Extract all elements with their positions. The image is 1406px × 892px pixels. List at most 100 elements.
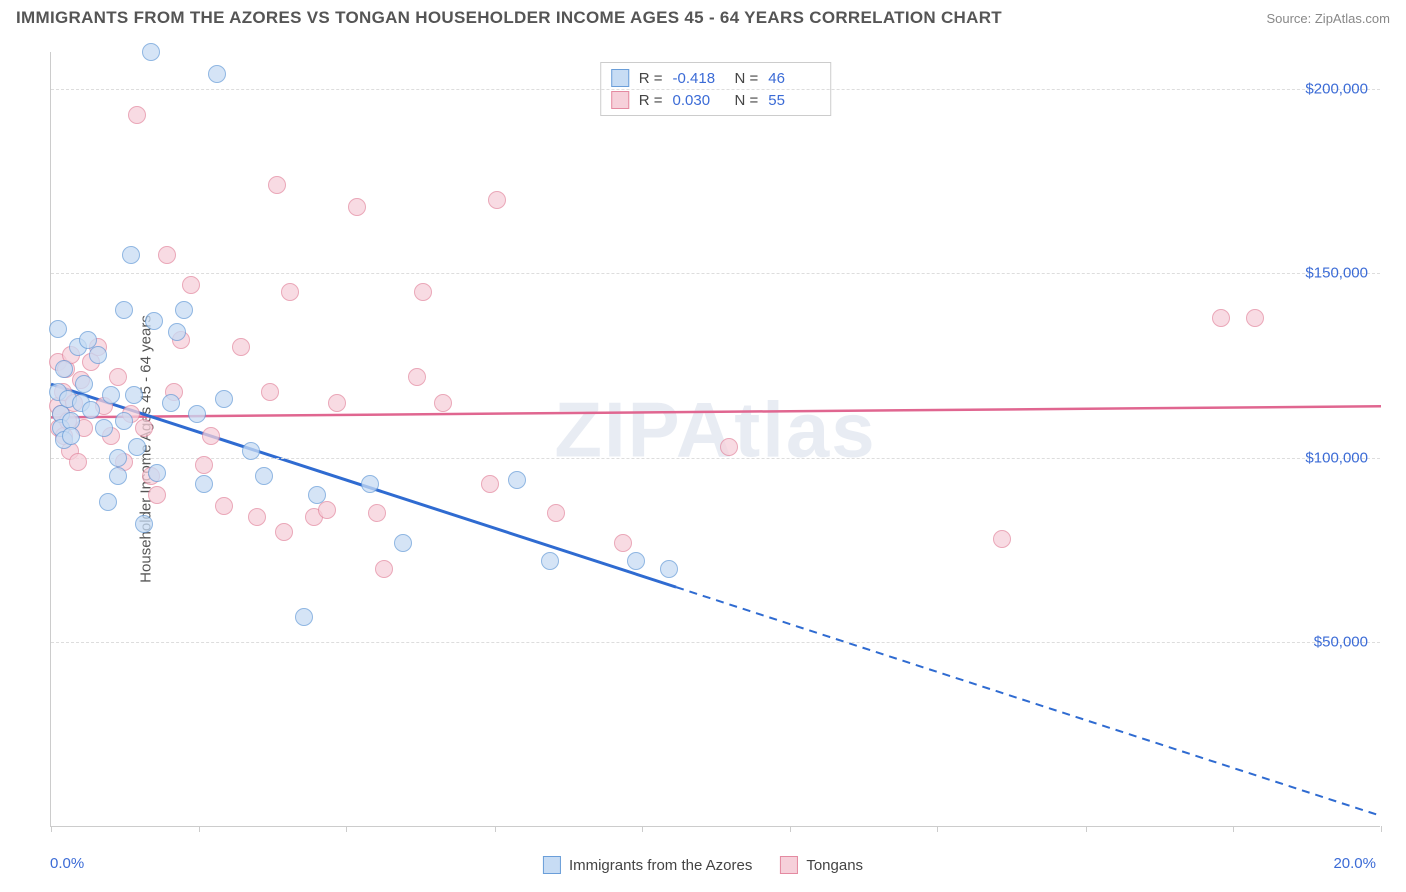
- scatter-point-tongans: [488, 191, 506, 209]
- x-tick: [346, 826, 347, 832]
- scatter-point-tongans: [248, 508, 266, 526]
- legend-label-azores: Immigrants from the Azores: [569, 857, 752, 874]
- scatter-point-tongans: [368, 504, 386, 522]
- scatter-point-tongans: [275, 523, 293, 541]
- y-tick-label: $150,000: [1305, 265, 1368, 282]
- chart-title: IMMIGRANTS FROM THE AZORES VS TONGAN HOU…: [16, 8, 1002, 28]
- plot-area: ZIPAtlas R = -0.418 N = 46 R = 0.030 N =…: [50, 52, 1380, 827]
- scatter-point-azores: [99, 493, 117, 511]
- r-label: R =: [639, 92, 663, 109]
- trend-lines-svg: [51, 52, 1380, 826]
- scatter-point-azores: [361, 475, 379, 493]
- scatter-point-tongans: [232, 338, 250, 356]
- x-tick: [199, 826, 200, 832]
- scatter-point-azores: [394, 534, 412, 552]
- y-tick-label: $50,000: [1314, 634, 1368, 651]
- scatter-point-azores: [168, 323, 186, 341]
- scatter-point-tongans: [215, 497, 233, 515]
- scatter-point-tongans: [614, 534, 632, 552]
- scatter-point-azores: [148, 464, 166, 482]
- scatter-point-azores: [55, 360, 73, 378]
- x-tick: [51, 826, 52, 832]
- x-tick: [495, 826, 496, 832]
- scatter-point-azores: [295, 608, 313, 626]
- scatter-point-tongans: [202, 427, 220, 445]
- scatter-point-tongans: [993, 530, 1011, 548]
- scatter-point-azores: [508, 471, 526, 489]
- series-legend: Immigrants from the Azores Tongans: [543, 856, 863, 874]
- scatter-point-azores: [128, 438, 146, 456]
- scatter-point-azores: [89, 346, 107, 364]
- scatter-point-azores: [82, 401, 100, 419]
- scatter-point-azores: [215, 390, 233, 408]
- scatter-point-azores: [145, 312, 163, 330]
- chart-header: IMMIGRANTS FROM THE AZORES VS TONGAN HOU…: [0, 0, 1406, 32]
- scatter-point-tongans: [720, 438, 738, 456]
- scatter-point-tongans: [375, 560, 393, 578]
- legend-label-tongans: Tongans: [806, 857, 863, 874]
- scatter-point-azores: [109, 467, 127, 485]
- scatter-point-tongans: [348, 198, 366, 216]
- r-value-tongans: 0.030: [673, 92, 725, 109]
- x-tick: [790, 826, 791, 832]
- n-label: N =: [735, 92, 759, 109]
- scatter-point-tongans: [261, 383, 279, 401]
- gridline: [51, 89, 1380, 90]
- x-tick: [1381, 826, 1382, 832]
- scatter-point-azores: [188, 405, 206, 423]
- scatter-point-tongans: [1246, 309, 1264, 327]
- correlation-row-azores: R = -0.418 N = 46: [611, 67, 821, 89]
- x-axis-max-label: 20.0%: [1333, 855, 1376, 872]
- scatter-point-tongans: [547, 504, 565, 522]
- scatter-point-azores: [175, 301, 193, 319]
- x-tick: [1086, 826, 1087, 832]
- scatter-point-tongans: [481, 475, 499, 493]
- scatter-point-azores: [75, 375, 93, 393]
- legend-item-azores: Immigrants from the Azores: [543, 856, 752, 874]
- scatter-point-tongans: [281, 283, 299, 301]
- scatter-point-tongans: [1212, 309, 1230, 327]
- x-tick: [1233, 826, 1234, 832]
- scatter-point-azores: [208, 65, 226, 83]
- scatter-point-tongans: [135, 419, 153, 437]
- swatch-tongans-icon: [611, 91, 629, 109]
- y-tick-label: $200,000: [1305, 80, 1368, 97]
- y-tick-label: $100,000: [1305, 449, 1368, 466]
- scatter-point-azores: [255, 467, 273, 485]
- scatter-point-tongans: [434, 394, 452, 412]
- source-attribution: Source: ZipAtlas.com: [1266, 11, 1390, 26]
- n-value-tongans: 55: [768, 92, 820, 109]
- correlation-row-tongans: R = 0.030 N = 55: [611, 89, 821, 111]
- scatter-point-azores: [125, 386, 143, 404]
- scatter-point-azores: [102, 386, 120, 404]
- scatter-point-azores: [115, 301, 133, 319]
- scatter-point-tongans: [268, 176, 286, 194]
- scatter-point-azores: [62, 427, 80, 445]
- scatter-point-tongans: [182, 276, 200, 294]
- x-tick: [642, 826, 643, 832]
- scatter-point-tongans: [195, 456, 213, 474]
- scatter-point-tongans: [128, 106, 146, 124]
- scatter-point-azores: [242, 442, 260, 460]
- source-name: ZipAtlas.com: [1315, 11, 1390, 26]
- legend-item-tongans: Tongans: [780, 856, 863, 874]
- scatter-point-azores: [135, 515, 153, 533]
- scatter-point-azores: [109, 449, 127, 467]
- scatter-point-tongans: [148, 486, 166, 504]
- r-label: R =: [639, 70, 663, 87]
- scatter-point-azores: [627, 552, 645, 570]
- gridline: [51, 273, 1380, 274]
- scatter-point-tongans: [414, 283, 432, 301]
- x-tick: [937, 826, 938, 832]
- swatch-azores-icon: [611, 69, 629, 87]
- source-prefix: Source:: [1266, 11, 1314, 26]
- trend-line: [676, 587, 1381, 816]
- scatter-point-tongans: [408, 368, 426, 386]
- scatter-point-azores: [115, 412, 133, 430]
- scatter-point-tongans: [318, 501, 336, 519]
- scatter-point-tongans: [328, 394, 346, 412]
- chart-container: Householder Income Ages 45 - 64 years ZI…: [0, 40, 1406, 892]
- gridline: [51, 642, 1380, 643]
- scatter-point-azores: [541, 552, 559, 570]
- scatter-point-azores: [195, 475, 213, 493]
